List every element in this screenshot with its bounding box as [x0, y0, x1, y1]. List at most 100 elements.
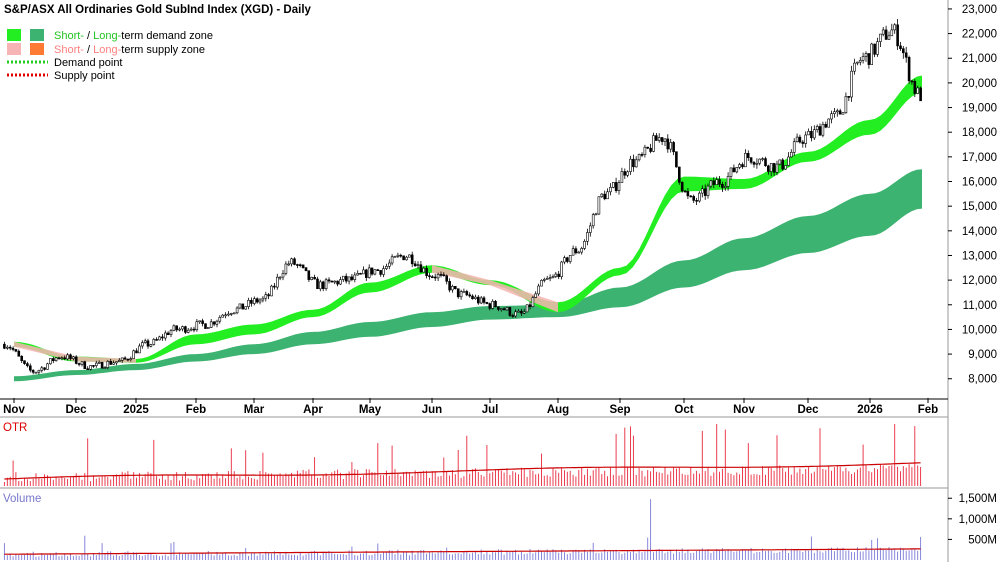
candle-body	[741, 164, 744, 168]
candle-body	[341, 275, 345, 280]
candle-body	[100, 361, 104, 369]
candle-body	[844, 96, 848, 114]
candle-body	[548, 277, 552, 280]
candle-body	[568, 255, 572, 262]
candle-body	[8, 346, 12, 349]
date-tick-label: Jun	[422, 404, 442, 416]
volume-average-line	[4, 548, 921, 555]
candle-body	[143, 340, 147, 343]
candle-body	[629, 158, 632, 172]
candle-body	[485, 302, 489, 304]
candle-body	[896, 24, 899, 47]
candle-body	[729, 167, 733, 177]
candle-body	[827, 118, 831, 128]
candle-body	[66, 354, 69, 360]
candle-body	[830, 113, 833, 120]
panel-frames	[0, 0, 949, 562]
candle-body	[247, 299, 250, 307]
candle-body	[28, 365, 32, 371]
candle-body	[218, 316, 222, 322]
candle-body	[528, 304, 532, 308]
candle-body	[141, 342, 144, 347]
candle-body	[637, 154, 641, 161]
volume-tick-label: 1,000M	[959, 514, 997, 526]
candle-body	[835, 110, 839, 113]
candle-body	[253, 298, 256, 304]
candle-body	[92, 365, 95, 367]
candle-body	[118, 360, 121, 362]
candle-body	[408, 254, 411, 258]
candle-body	[838, 110, 842, 115]
price-tick-label: 14,000	[962, 226, 997, 238]
candle-body	[161, 336, 164, 339]
date-tick-label: Mar	[244, 404, 265, 416]
candle-body	[640, 154, 644, 156]
legend-supply-point: Supply point	[54, 70, 115, 82]
candle-body	[591, 214, 595, 227]
candle-body	[123, 357, 127, 360]
candle-body	[795, 136, 799, 143]
candle-body	[761, 158, 764, 160]
date-tick-label: Nov	[3, 404, 25, 416]
candle-body	[109, 360, 112, 365]
candle-body	[333, 280, 337, 283]
candle-body	[6, 346, 9, 349]
candle-body	[499, 308, 503, 311]
candle-body	[551, 276, 555, 278]
candle-body	[158, 336, 161, 341]
candle-body	[330, 280, 334, 283]
candle-body	[864, 53, 868, 57]
candle-body	[586, 232, 589, 242]
legend-swatch-short-demand	[7, 29, 21, 41]
price-tick-label: 10,000	[962, 324, 997, 336]
date-tick-label: Apr	[303, 404, 323, 416]
candle-body	[410, 254, 414, 265]
candle-body	[298, 264, 302, 267]
candle-body	[37, 370, 41, 373]
candle-body	[324, 279, 328, 289]
candle-body	[112, 362, 115, 365]
candle-body	[804, 134, 808, 144]
candle-body	[833, 111, 836, 114]
candle-body	[508, 307, 512, 316]
price-candles	[3, 19, 922, 375]
candle-body	[881, 29, 885, 35]
price-tick-label: 16,000	[962, 177, 997, 189]
candle-body	[698, 192, 701, 202]
candle-body	[901, 48, 905, 54]
candle-body	[23, 360, 26, 364]
candle-body	[554, 273, 558, 277]
candle-body	[488, 303, 492, 309]
candle-body	[204, 323, 207, 329]
legend-swatch-long-demand	[30, 29, 44, 41]
candle-body	[169, 330, 173, 336]
candle-body	[273, 285, 276, 288]
volume-y-axis: 1,500M 1,000M 500M	[948, 493, 997, 546]
candle-body	[502, 308, 506, 311]
candle-body	[657, 137, 661, 141]
date-tick-label: Nov	[733, 404, 755, 416]
candle-body	[304, 267, 308, 272]
candle-body	[31, 369, 35, 373]
candle-body	[422, 267, 426, 273]
candle-body	[376, 269, 380, 272]
candle-body	[904, 52, 908, 58]
candle-body	[660, 137, 664, 142]
candle-body	[296, 264, 299, 266]
candle-body	[405, 256, 408, 261]
candle-body	[77, 363, 81, 365]
price-y-axis: 23,000 22,000 21,000 20,000 19,000 18,000 17,0…	[948, 4, 997, 386]
candle-body	[738, 164, 741, 168]
candle-body	[152, 339, 156, 345]
candle-body	[232, 312, 236, 315]
candle-body	[652, 135, 655, 152]
candle-body	[672, 142, 675, 153]
candle-body	[709, 180, 713, 187]
candle-body	[364, 269, 368, 278]
candle-body	[86, 368, 89, 371]
candle-body	[97, 361, 101, 364]
candle-body	[772, 163, 776, 173]
candle-body	[270, 285, 273, 297]
candle-body	[382, 268, 385, 275]
candle-body	[545, 277, 549, 280]
